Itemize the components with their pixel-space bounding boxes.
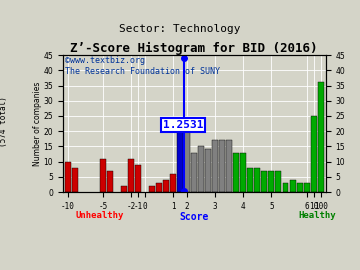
Bar	[72, 168, 78, 192]
Text: (574 total): (574 total)	[0, 96, 8, 147]
Title: Z’-Score Histogram for BID (2016): Z’-Score Histogram for BID (2016)	[71, 42, 318, 55]
Bar	[156, 183, 162, 192]
Bar	[149, 186, 155, 192]
Bar	[247, 168, 253, 192]
Y-axis label: Number of companies: Number of companies	[33, 82, 42, 166]
Text: Unhealthy: Unhealthy	[75, 211, 123, 220]
Bar	[198, 146, 204, 192]
Bar	[205, 150, 211, 192]
Bar	[121, 186, 127, 192]
Bar	[184, 128, 190, 192]
Bar	[100, 159, 106, 192]
Bar	[107, 171, 113, 192]
Bar	[135, 165, 141, 192]
Text: ©www.textbiz.org
The Research Foundation of SUNY: ©www.textbiz.org The Research Foundation…	[66, 56, 220, 76]
Bar	[226, 140, 232, 192]
Bar	[283, 183, 288, 192]
Bar	[212, 140, 218, 192]
Bar	[289, 180, 296, 192]
Bar	[128, 159, 134, 192]
Bar	[163, 180, 169, 192]
Bar	[219, 140, 225, 192]
Text: 1.2531: 1.2531	[163, 120, 203, 130]
Bar	[191, 153, 197, 192]
Bar	[65, 162, 71, 192]
Bar	[275, 171, 282, 192]
Bar	[318, 83, 324, 192]
Bar	[303, 183, 310, 192]
Bar	[311, 116, 316, 192]
Bar	[170, 174, 176, 192]
Bar	[255, 168, 260, 192]
X-axis label: Score: Score	[180, 212, 209, 222]
Bar	[297, 183, 302, 192]
Bar	[261, 171, 267, 192]
Bar	[240, 153, 246, 192]
Bar	[233, 153, 239, 192]
Bar	[269, 171, 274, 192]
Bar	[177, 131, 183, 192]
Text: Healthy: Healthy	[298, 211, 336, 220]
Text: Sector: Technology: Sector: Technology	[119, 24, 241, 34]
